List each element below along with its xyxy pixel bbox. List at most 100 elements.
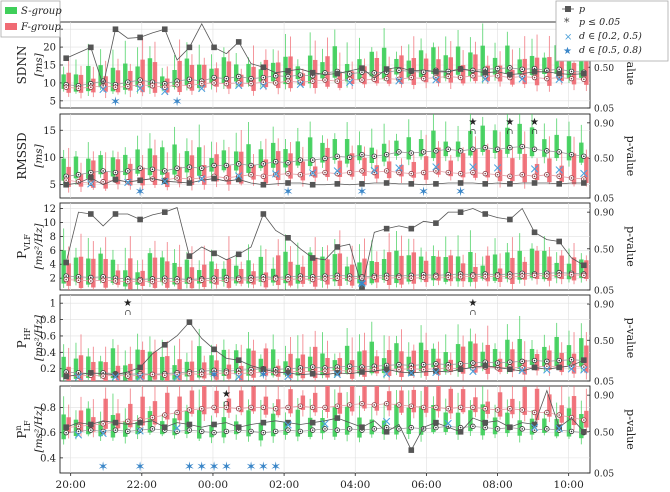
f-median-dot [176,280,178,283]
s-median-dot [188,78,191,81]
s-box [579,142,584,163]
f-box [362,350,367,377]
s-box [492,254,498,281]
s-median-dot [570,153,573,156]
s-box [344,406,350,435]
f-median-dot [237,407,240,410]
s-median-dot [348,156,351,159]
s-box [172,144,177,175]
s-median-dot [176,430,178,433]
f-box [510,257,515,284]
f-median-dot [163,280,166,282]
p-value-marker [88,174,94,181]
s-box [110,414,116,438]
f-median-dot [77,87,80,90]
s-box [517,338,522,370]
effect-cross: × [430,365,441,380]
p-value-marker [285,370,291,376]
f-box [140,270,145,287]
s-box [455,256,461,282]
p-value-marker [482,211,489,217]
y-tick-label: 2 [50,274,56,285]
f-median-dot [299,405,302,407]
s-median-dot [435,150,437,152]
s-box [209,355,214,376]
f-box [251,164,256,180]
f-box [202,386,207,415]
s-median-dot [114,429,117,431]
x-axis: 20:00 22:00 00:00 02:00 04:00 06:00 08:00 10:00 [56,473,584,491]
p-value-marker [137,34,143,41]
s-median-dot [237,369,240,372]
s-box [332,360,338,372]
p-value-marker [260,419,267,426]
s-box [357,262,362,284]
effect-star: ✶ [98,460,109,475]
s-box [135,272,140,285]
p-value-marker [186,253,193,259]
s-median-dot [348,365,351,368]
star-marker-icon: ★ [563,46,572,57]
effect-cross: × [258,79,269,94]
s-box [529,55,535,75]
f-box [448,359,453,373]
s-box [86,158,91,179]
panel-rmssd: 5 10 15 0.05 0.50 0.90 p-value × × × × × × × × × × × × × × × ×… [15,113,637,205]
p-value-marker [88,370,94,376]
s-box [320,256,325,281]
s-box [492,57,498,75]
s-box [110,259,116,283]
s-box [579,59,584,78]
f-box [226,61,232,89]
p-value-marker [161,26,168,33]
f-box [165,392,170,420]
f-box [275,255,281,286]
s-box [492,349,498,367]
s-box [357,351,362,374]
f-median-dot [410,405,413,407]
f-median-dot [287,278,289,281]
s-median-dot [287,75,289,78]
f-box [559,352,564,372]
p-value-marker [88,211,94,217]
f-median-dot [188,178,191,180]
effect-star: ✶ [357,277,368,292]
f-box [214,390,219,414]
s-median-dot [299,430,302,433]
f-box [103,171,108,189]
s-box [147,58,153,88]
s-median-dot [422,363,425,366]
f-median-dot [484,75,487,78]
p-tick-label: 0.50 [594,428,614,438]
s-box [468,252,473,283]
f-median-dot [176,373,178,376]
p-value-marker [408,68,415,74]
p-value-marker [112,211,119,217]
f-median-dot [126,420,129,423]
s-box [307,55,313,84]
effect-cross: × [196,81,207,96]
p-value-marker [260,64,267,71]
f-box [103,362,108,381]
f-median-dot [583,178,585,180]
x-tick-label: 06:00 [411,479,441,491]
p-value-marker [359,284,365,291]
s-median-dot [311,366,314,368]
effect-cross: × [98,427,109,442]
f-box [423,350,429,376]
f-box [423,260,429,283]
s-median-dot [163,82,166,85]
significance-star: ★ [468,117,477,128]
effect-cross: × [443,417,454,432]
y-tick-label: 1 [50,299,56,310]
f-box [312,392,318,413]
s-box [357,145,362,161]
f-box [349,360,355,379]
s-median-dot [311,429,314,431]
f-box [189,267,195,289]
s-median-dot [373,365,376,368]
s-box [98,253,103,281]
p-value-marker [507,424,513,431]
s-median-dot [570,70,573,73]
f-median-dot [200,82,203,85]
